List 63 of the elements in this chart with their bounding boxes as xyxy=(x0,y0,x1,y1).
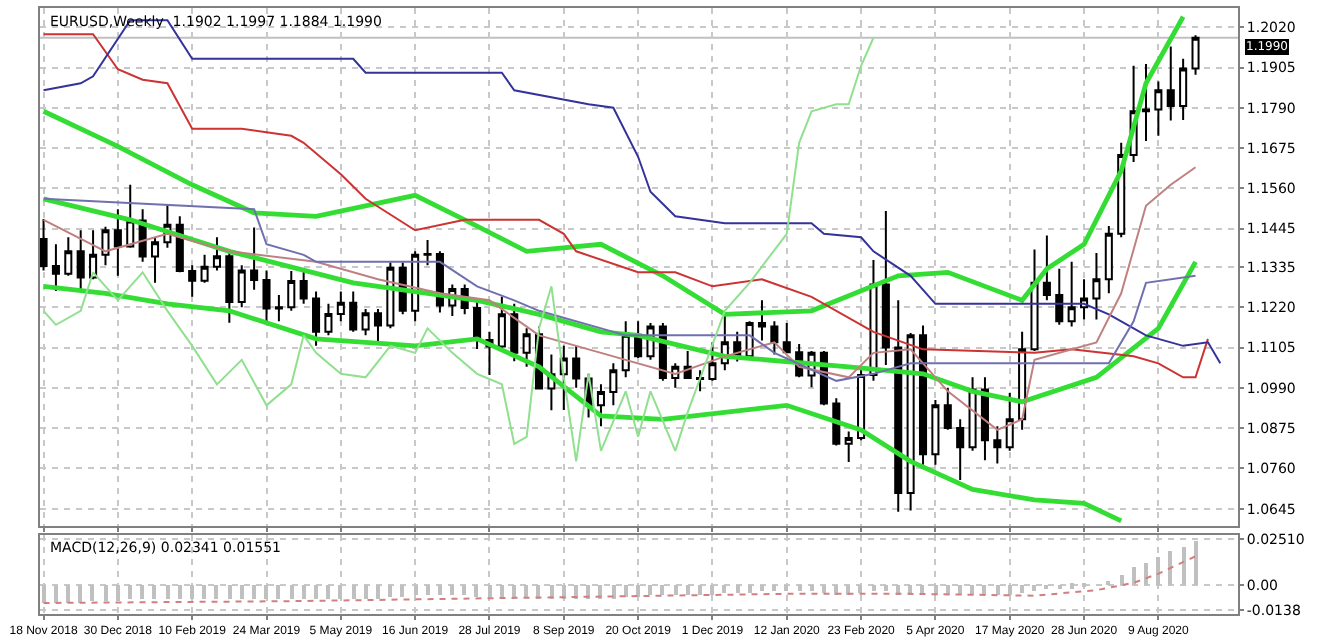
candlestick xyxy=(262,269,271,323)
line-series xyxy=(41,14,1186,317)
line-series xyxy=(42,166,1197,431)
candlestick xyxy=(225,250,234,324)
candlestick xyxy=(76,229,85,291)
candlestick xyxy=(993,425,1002,465)
candlestick xyxy=(844,430,853,464)
candlestick xyxy=(770,320,779,356)
candlestick xyxy=(312,290,321,347)
candlestick xyxy=(274,294,283,323)
candlestick xyxy=(931,399,940,466)
candlestick xyxy=(101,225,110,267)
candlestick xyxy=(473,299,482,350)
candlestick xyxy=(287,269,296,312)
candlestick xyxy=(757,299,767,342)
candlestick xyxy=(881,210,890,367)
candlestick xyxy=(237,264,246,309)
candlestick xyxy=(1055,267,1064,326)
candlestick xyxy=(324,302,333,337)
candlestick xyxy=(1067,260,1076,328)
candlestick xyxy=(373,308,383,344)
candlestick xyxy=(1092,252,1101,321)
line-series xyxy=(42,555,1197,604)
candlestick xyxy=(250,226,259,291)
candlestick xyxy=(894,299,903,513)
candlestick xyxy=(596,383,605,428)
candlestick xyxy=(609,362,618,407)
candlestick xyxy=(40,218,48,272)
candlestick xyxy=(113,208,122,277)
candlestick xyxy=(188,264,197,298)
candlestick xyxy=(956,418,965,481)
candlestick xyxy=(349,290,358,333)
candlestick xyxy=(497,295,506,351)
candlestick xyxy=(1166,45,1175,122)
candlestick xyxy=(943,386,952,431)
candlestick xyxy=(522,327,531,368)
candlestick xyxy=(1154,80,1163,137)
candlestick xyxy=(1005,392,1014,452)
candlestick xyxy=(1030,248,1039,353)
candlestick xyxy=(510,302,519,363)
candlestick xyxy=(708,341,717,382)
candlestick xyxy=(64,236,73,277)
candlestick xyxy=(200,253,209,284)
candlestick xyxy=(1179,57,1188,122)
candlestick xyxy=(621,320,630,379)
candlestick xyxy=(89,229,98,281)
candlestick xyxy=(336,290,345,323)
candlestick xyxy=(212,236,221,272)
candlestick xyxy=(782,322,791,354)
candlestick xyxy=(1191,34,1200,76)
candlestick xyxy=(423,239,432,267)
candlestick xyxy=(299,269,308,305)
candlestick xyxy=(1141,63,1151,143)
candlestick xyxy=(1104,225,1113,295)
candlestick xyxy=(150,236,160,284)
line-series xyxy=(41,283,1124,524)
candlestick xyxy=(1042,234,1051,302)
candlestick xyxy=(361,308,370,337)
candlestick xyxy=(51,243,60,292)
line-series xyxy=(42,36,875,463)
candlestick xyxy=(696,369,705,393)
candlestick xyxy=(1080,278,1089,321)
candlestick xyxy=(572,344,581,389)
